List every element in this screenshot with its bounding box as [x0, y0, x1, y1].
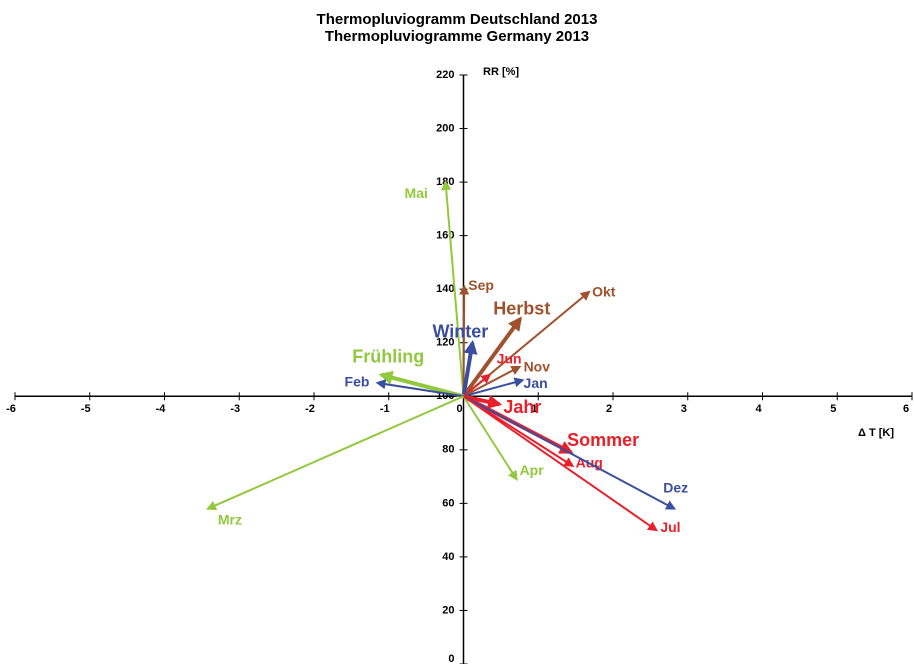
vector-label: Jun [497, 351, 522, 367]
vector-label: Herbst [493, 298, 550, 318]
vector-label: Jan [524, 375, 548, 391]
x-tick-label: -2 [305, 403, 315, 415]
x-tick-label: -5 [81, 403, 91, 415]
vector [462, 395, 518, 481]
vector-label: Frühling [352, 347, 424, 367]
x-tick-label: 3 [681, 403, 687, 415]
vector [462, 395, 658, 532]
y-tick-label: 0 [448, 653, 454, 664]
vector-label: Nov [524, 359, 551, 375]
vector-label: Winter [432, 321, 488, 341]
y-axis-label: RR [%] [483, 66, 519, 78]
vector [463, 377, 525, 398]
y-tick-label: 140 [436, 283, 454, 295]
y-tick-label: 120 [436, 337, 454, 349]
chart-subtitle: Thermopluviogramme Germany 2013 [325, 28, 589, 45]
vector-label: Jahr [503, 397, 541, 417]
x-tick-label: 1 [531, 403, 537, 415]
vector [463, 395, 677, 510]
vector-label: Mrz [218, 511, 242, 527]
x-tick-label: 4 [755, 403, 762, 415]
x-tick-label: 5 [830, 403, 836, 415]
vector [206, 395, 464, 511]
x-tick-label: 2 [606, 403, 612, 415]
vector [462, 373, 492, 398]
y-tick-label: 40 [442, 551, 454, 563]
vector-label: Dez [663, 479, 688, 495]
vector-label: Okt [592, 284, 616, 300]
y-tick-label: 80 [442, 444, 454, 456]
x-axis-label: Δ T [K] [858, 427, 894, 439]
vector-label: Jul [660, 519, 680, 535]
vector [441, 180, 465, 397]
vector-label: Sep [468, 277, 494, 293]
chart-title: Thermopluviogramm Deutschland 2013 [317, 11, 598, 28]
vector-label: Apr [520, 462, 545, 478]
y-tick-label: 20 [442, 604, 454, 616]
y-tick-label: 220 [436, 69, 454, 81]
x-tick-label: -3 [230, 403, 240, 415]
vector [463, 365, 522, 398]
x-tick-label: 0 [456, 403, 462, 415]
vector [378, 370, 465, 399]
x-tick-label: -1 [380, 403, 390, 415]
vector-label: Mai [405, 185, 428, 201]
y-tick-label: 60 [442, 497, 454, 509]
vector [375, 379, 464, 398]
vector [461, 339, 478, 397]
vector [461, 316, 522, 398]
x-tick-label: -4 [156, 403, 167, 415]
y-tick-label: 160 [436, 230, 454, 242]
x-tick-label: 6 [903, 403, 909, 415]
vector-label: Sommer [567, 430, 639, 450]
x-tick-label: -6 [6, 403, 16, 415]
y-tick-label: 200 [436, 122, 454, 134]
vector-label: Feb [345, 374, 370, 390]
